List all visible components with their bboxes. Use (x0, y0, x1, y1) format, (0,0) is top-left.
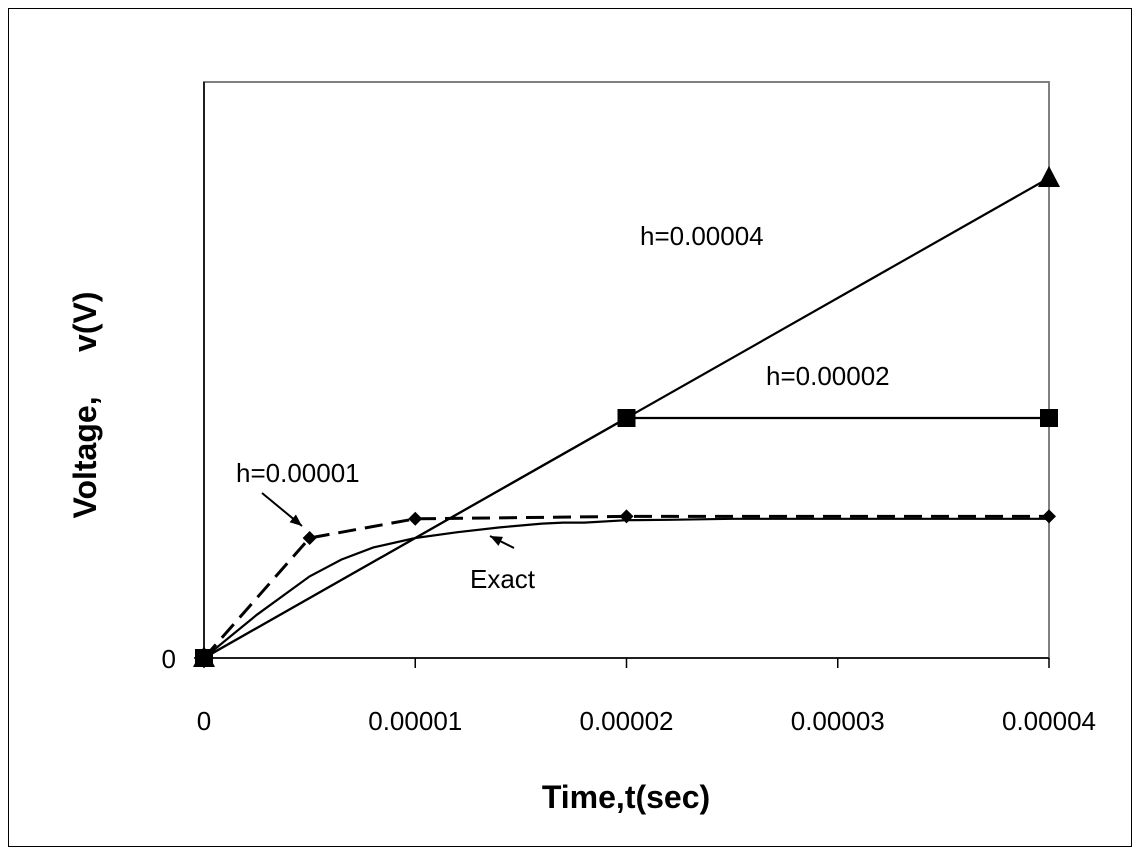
x-tick-label: 0.00001 (368, 706, 462, 736)
series-line (203, 517, 1049, 659)
series-annotation: h=0.00002 (766, 361, 890, 391)
y-tick-label: 0 (162, 644, 176, 674)
plot-border (203, 81, 1050, 659)
series-annotation: h=0.00001 (236, 458, 360, 488)
annotation-arrowhead (490, 536, 503, 546)
x-tick-label: 0 (197, 706, 211, 736)
plot-area (203, 81, 1050, 659)
chart-frame (8, 8, 1132, 847)
diamond-marker (408, 511, 423, 526)
series-annotation: Exact (470, 564, 536, 594)
x-tick-label: 0.00003 (791, 706, 885, 736)
square-marker (1040, 409, 1058, 427)
x-tick-label: 0.00002 (580, 706, 674, 736)
diamond-marker (1042, 509, 1056, 524)
axes: 0 0.00001 0.00002 0.00003 0.00004 0 (162, 82, 1096, 736)
annotation-arrowhead (289, 514, 302, 526)
annotation-layer: h=0.00004 h=0.00002 h=0.00001 Exact (236, 221, 890, 594)
diamond-marker (197, 651, 211, 665)
x-tick-label: 0.00004 (1002, 706, 1096, 736)
x-axis-title: Time,t(sec) (542, 779, 710, 815)
marker-layer (193, 166, 1060, 667)
diamond-marker (302, 531, 317, 545)
triangle-marker (1038, 166, 1060, 187)
series-annotation: h=0.00004 (640, 221, 764, 251)
diamond-marker (619, 509, 634, 524)
square-marker (617, 409, 636, 427)
series-line (203, 416, 1049, 659)
y-axis-title: Voltage, v(V) (67, 292, 103, 519)
